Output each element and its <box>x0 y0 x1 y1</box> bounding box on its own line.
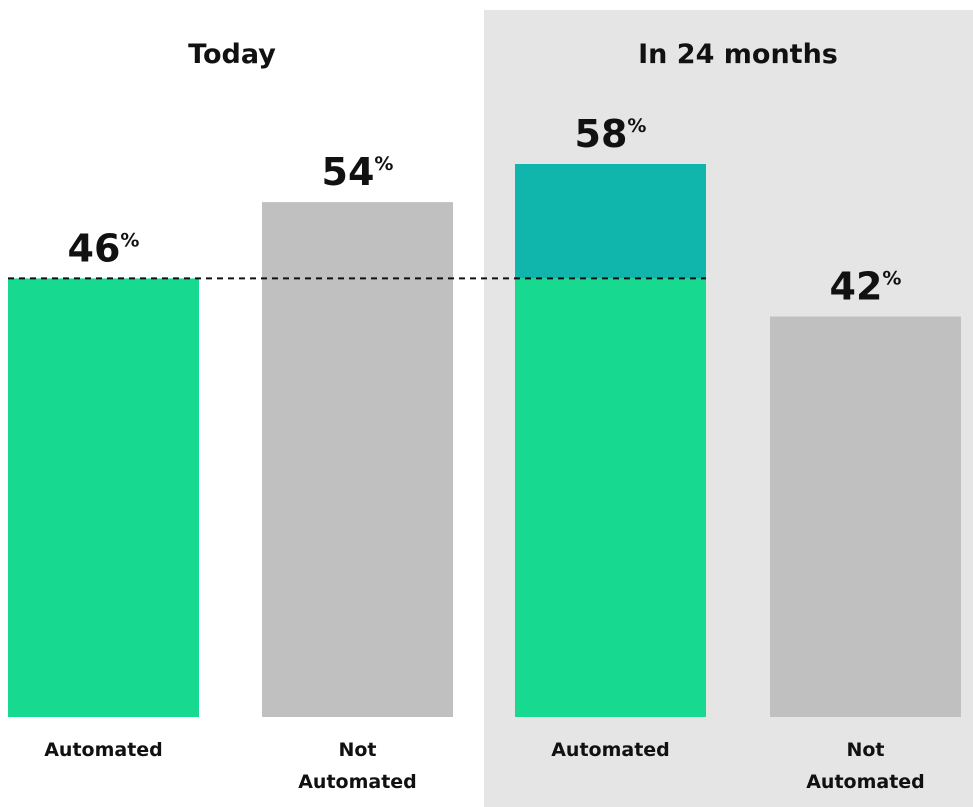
value-unit: % <box>627 115 646 137</box>
today-automated-bar <box>8 278 199 717</box>
value-unit: % <box>882 268 901 290</box>
group-title-in-24-months: In 24 months <box>638 39 838 70</box>
today-automated-value-label: 46% <box>68 226 140 270</box>
in-24-months-automated-growth-segment <box>515 164 706 279</box>
in-24-months-not-automated-bar <box>770 316 961 717</box>
value-number: 58 <box>575 112 628 156</box>
group-title-today: Today <box>188 39 276 70</box>
value-number: 46 <box>68 226 121 270</box>
value-number: 42 <box>830 265 883 309</box>
in-24-months-automated-value-label: 58% <box>575 112 647 156</box>
value-unit: % <box>374 153 393 175</box>
today-not-automated-value-label: 54% <box>322 150 394 194</box>
value-number: 54 <box>322 150 375 194</box>
today-automated-category-label: Automated <box>44 739 163 761</box>
in-24-months-automated-bar <box>515 278 706 717</box>
today-not-automated-category-label-line-1: Not <box>338 739 376 761</box>
in-24-months-not-automated-category-label-line-1: Not <box>846 739 884 761</box>
today-not-automated-bar <box>262 202 453 717</box>
in-24-months-not-automated-value-label: 42% <box>830 265 902 309</box>
today-not-automated-category-label-line-2: Automated <box>298 771 417 793</box>
value-unit: % <box>120 229 139 251</box>
in-24-months-automated-category-label: Automated <box>551 739 670 761</box>
in-24-months-not-automated-category-label-line-2: Automated <box>806 771 925 793</box>
